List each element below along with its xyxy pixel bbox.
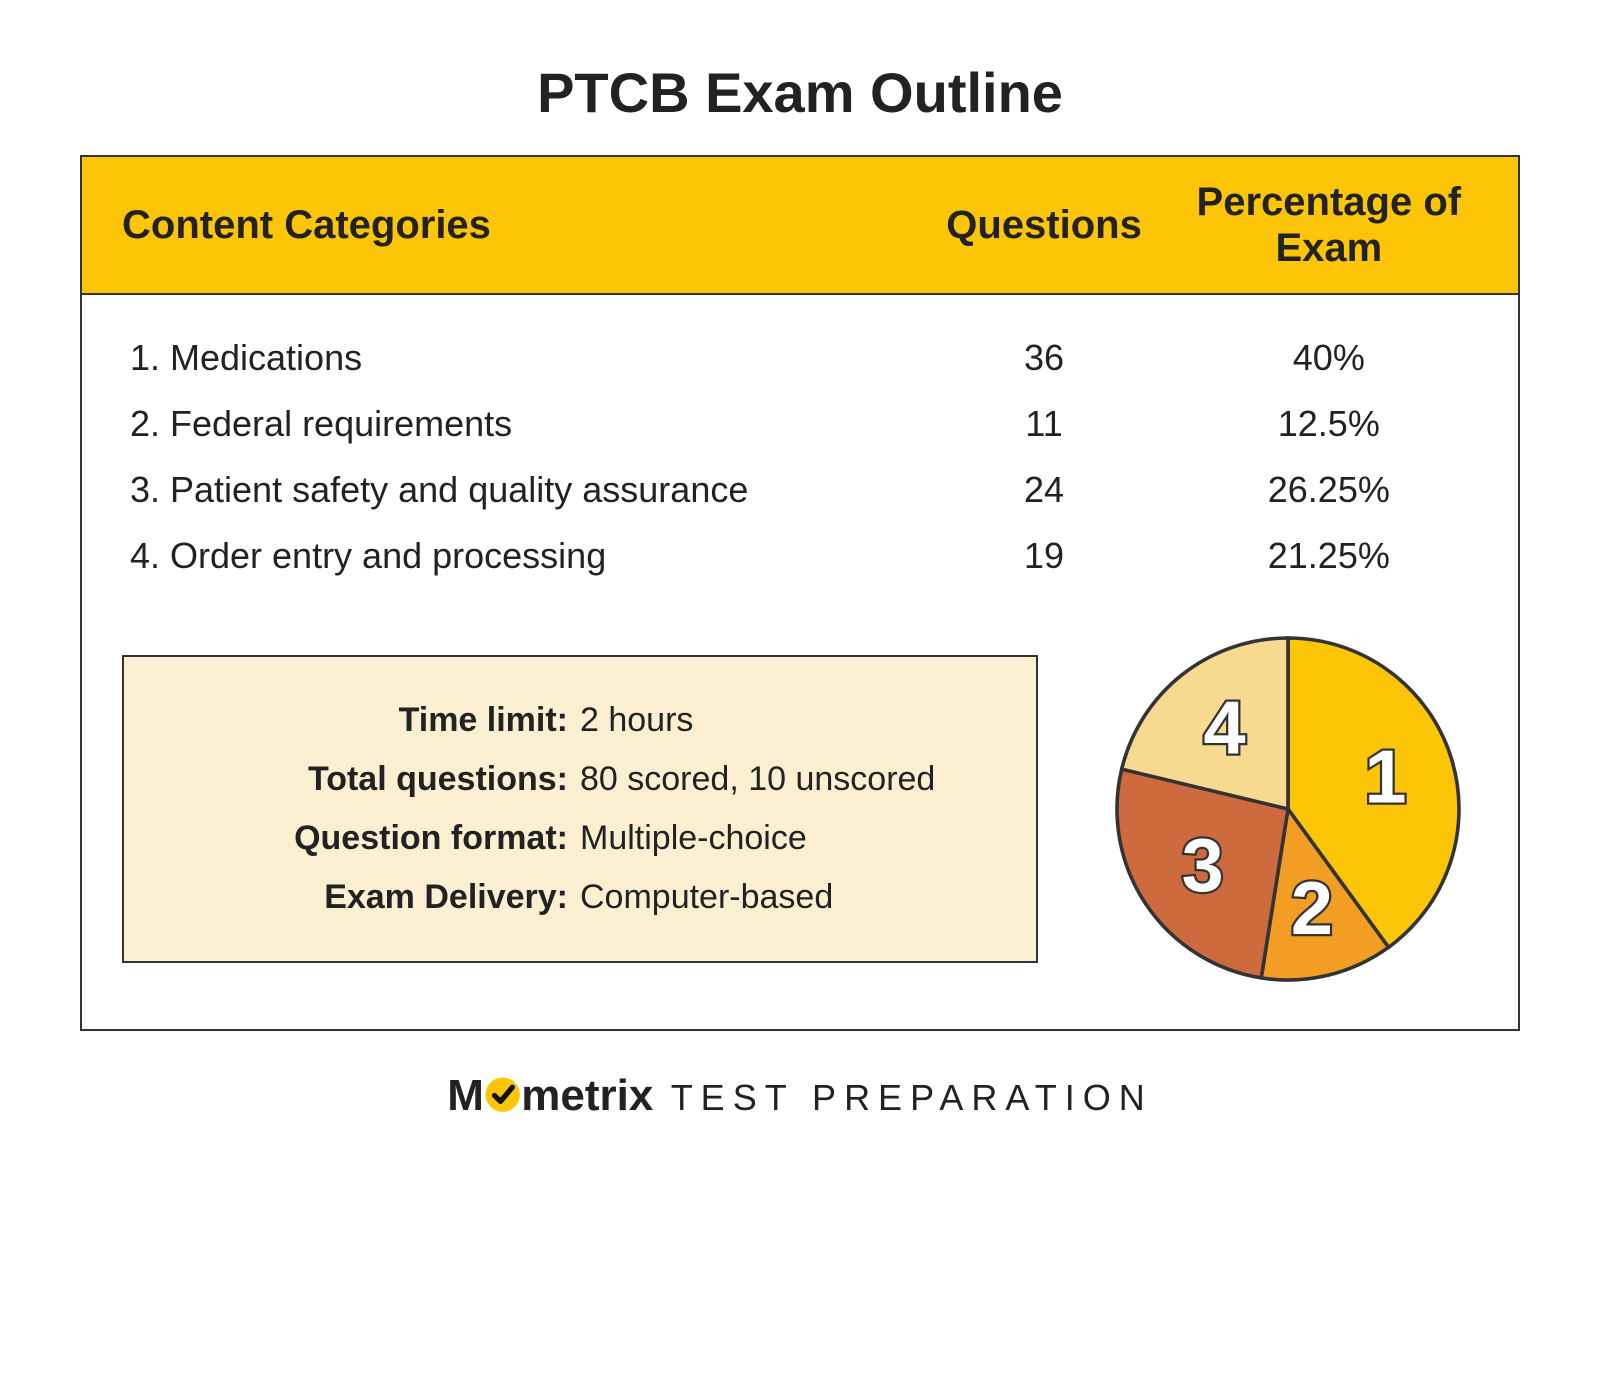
info-key: Question format: (164, 819, 580, 858)
row-percentage: 40% (1180, 337, 1478, 379)
info-value: 80 scored, 10 unscored (580, 760, 996, 799)
brand-pre: M (447, 1071, 484, 1120)
info-key: Total questions: (164, 760, 580, 799)
row-percentage: 12.5% (1180, 403, 1478, 445)
info-box: Time limit:2 hoursTotal questions:80 sco… (122, 655, 1038, 963)
row-name: Federal requirements (170, 403, 512, 445)
row-name: Order entry and processing (170, 535, 606, 577)
pie-slice-label: 3 (1182, 824, 1224, 908)
row-percentage: 21.25% (1180, 535, 1478, 577)
table-header-row: Content Categories Questions Percentage … (82, 157, 1518, 295)
pie-slice-label: 2 (1291, 867, 1333, 951)
pie-chart: 123 4 (1108, 629, 1468, 989)
table-body: 1.Medications 3640% 2.Federal requirements… (82, 295, 1518, 599)
outline-card: Content Categories Questions Percentage … (80, 155, 1520, 1031)
footer-brand: Mmetrix TEST PREPARATION (80, 1071, 1520, 1121)
col-header-percentage: Percentage of Exam (1180, 179, 1478, 271)
page-title: PTCB Exam Outline (80, 60, 1520, 125)
row-name: Medications (170, 337, 362, 379)
info-value: Multiple-choice (580, 819, 996, 858)
table-row: 2.Federal requirements 1112.5% (122, 391, 1478, 457)
col-header-categories: Content Categories (122, 203, 908, 248)
pie-slice-label: 4 (1203, 686, 1245, 770)
pie-chart-wrap: 123 4 (1098, 629, 1478, 989)
table-row: 1.Medications 3640% (122, 325, 1478, 391)
row-percentage: 26.25% (1180, 469, 1478, 511)
info-value: 2 hours (580, 701, 996, 740)
col-header-questions: Questions (908, 203, 1179, 248)
row-number: 4. (122, 535, 160, 577)
row-questions: 24 (908, 469, 1179, 511)
row-questions: 19 (908, 535, 1179, 577)
row-questions: 36 (908, 337, 1179, 379)
brand-check-icon (484, 1076, 521, 1113)
info-row: Exam Delivery:Computer-based (164, 868, 996, 927)
info-row: Time limit:2 hours (164, 691, 996, 750)
info-key: Exam Delivery: (164, 878, 580, 917)
info-row: Total questions:80 scored, 10 unscored (164, 750, 996, 809)
lower-section: Time limit:2 hoursTotal questions:80 sco… (82, 599, 1518, 1029)
row-name: Patient safety and quality assurance (170, 469, 748, 511)
row-questions: 11 (908, 403, 1179, 445)
info-row: Question format:Multiple-choice (164, 809, 996, 868)
row-number: 1. (122, 337, 160, 379)
table-row: 4.Order entry and processing 1921.25% (122, 523, 1478, 589)
info-key: Time limit: (164, 701, 580, 740)
brand-tag: TEST PREPARATION (653, 1077, 1152, 1118)
row-number: 3. (122, 469, 160, 511)
table-row: 3.Patient safety and quality assurance 24… (122, 457, 1478, 523)
pie-slice-label: 1 (1365, 735, 1407, 819)
row-number: 2. (122, 403, 160, 445)
brand-post: metrix (521, 1071, 653, 1120)
info-value: Computer-based (580, 878, 996, 917)
